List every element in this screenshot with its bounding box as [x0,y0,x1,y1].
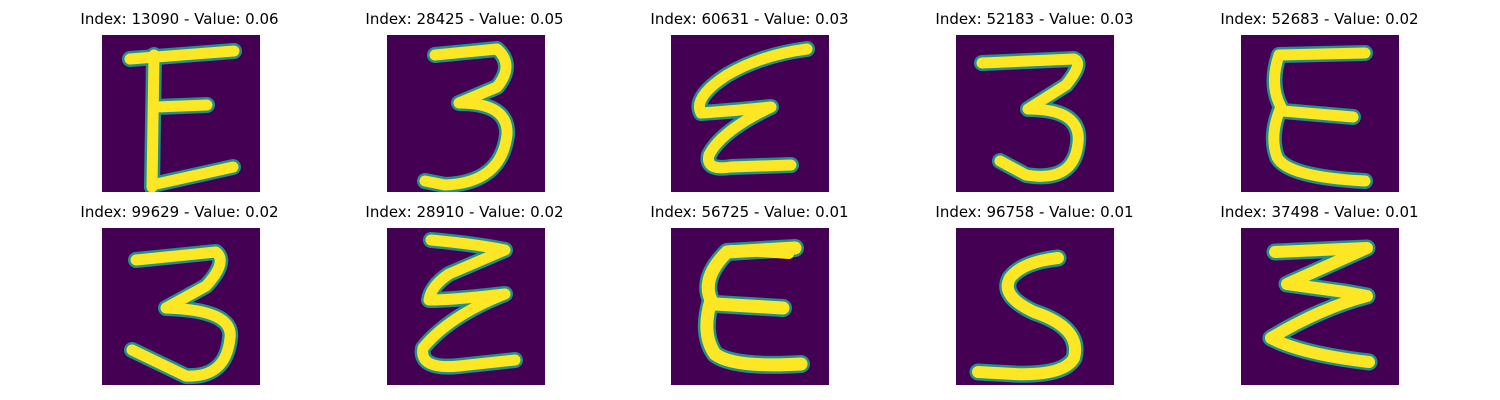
panel-title: Index: 28425 - Value: 0.05 [365,10,564,28]
panel-title: Index: 56725 - Value: 0.01 [650,203,849,221]
digit-3-glyph [417,41,516,192]
digit-image [671,228,829,385]
panel-title: Index: 52183 - Value: 0.03 [935,10,1134,28]
panel-title: Index: 37498 - Value: 0.01 [1220,203,1419,221]
panel-title: Index: 99629 - Value: 0.02 [80,203,279,221]
digit-z-glyph [1262,239,1378,371]
panel-title: Index: 60631 - Value: 0.03 [650,10,849,28]
digit-image [956,228,1114,385]
digit-image [387,35,545,192]
panel-title: Index: 13090 - Value: 0.06 [80,10,279,28]
digit-s-glyph [969,249,1084,383]
digit-image [1241,228,1399,385]
panel-title: Index: 28910 - Value: 0.02 [365,203,564,221]
panel-title: Index: 96758 - Value: 0.01 [935,203,1134,221]
panel-title: Index: 52683 - Value: 0.02 [1220,10,1419,28]
digit-3-glyph [124,244,239,385]
digit-3-glyph [974,51,1087,185]
digit-epsilon-glyph [414,232,523,375]
digit-image [956,35,1114,192]
digit-image [1241,35,1399,192]
digit-image [102,228,260,385]
digit-image [671,35,829,192]
digit-e-glyph [1265,45,1373,189]
digit-image [102,35,260,192]
digit-image [387,228,545,385]
digit-e-glyph [122,43,242,192]
digit-e-glyph [697,239,810,374]
digit-epsilon-glyph [691,41,815,176]
